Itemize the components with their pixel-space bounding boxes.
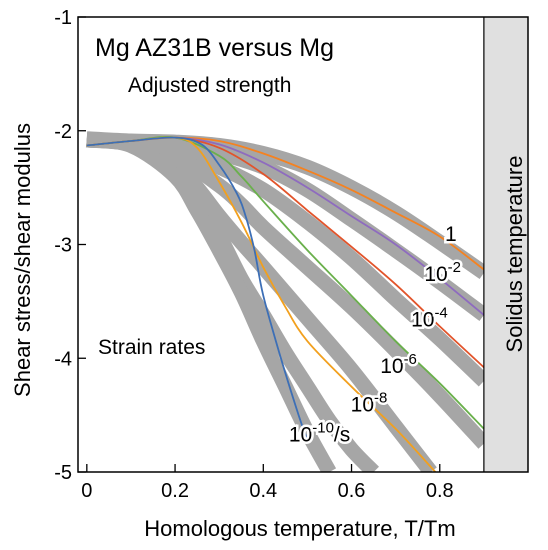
strain-rate-label-0: 1 [445,223,457,246]
strain-rate-label-5: 10-10/s [289,419,350,446]
series-line-5 [86,136,309,441]
y-tick-label: -4 [54,348,72,370]
x-tick-label: 0.4 [249,480,277,502]
strain-rate-label-1: 10-2 [424,259,461,286]
y-tick-label: -3 [54,235,72,257]
axis-ticks: 0 0.2 0.4 0.6 0.8 -5 -4 -3 -2 -1 [54,7,453,502]
y-tick-label: -5 [54,462,72,484]
x-axis-label: Homologous temperature, T/Tm [144,516,455,541]
x-tick-label: 0.2 [161,480,189,502]
chart-title: Mg AZ31B versus Mg [95,34,334,62]
x-tick-label: 0.8 [426,480,454,502]
strain-rate-label-2: 10-4 [411,304,448,331]
chart-subtitle: Adjusted strength [128,74,291,97]
curve-labels-layer: 1 10-2 10-4 10-6 10-810-10/s [286,221,463,449]
x-tick-label: 0.6 [338,480,366,502]
x-tick-label: 0 [81,480,92,502]
y-axis-label: Shear stress/shear modulus [10,123,35,397]
series-layer [86,135,484,472]
strain-rate-label-4: 10-8 [351,390,388,417]
strain-rate-label-3: 10-6 [380,351,417,378]
solidus-label: Solidus temperature [502,156,527,353]
y-tick-label: -1 [54,7,72,29]
y-tick-label: -2 [54,121,72,143]
solidus-region [483,17,528,472]
strain-rates-annotation: Strain rates [98,336,205,359]
